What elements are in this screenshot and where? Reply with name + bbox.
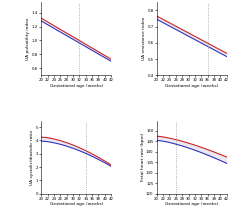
Y-axis label: UA resistance index: UA resistance index — [142, 17, 146, 60]
X-axis label: Gestational age (weeks): Gestational age (weeks) — [50, 84, 103, 88]
Y-axis label: UA pulsatility index: UA pulsatility index — [26, 17, 30, 60]
Y-axis label: Fetal heart rate (bpm): Fetal heart rate (bpm) — [141, 133, 145, 181]
X-axis label: Gestational age (weeks): Gestational age (weeks) — [165, 84, 218, 88]
X-axis label: Gestational age (weeks): Gestational age (weeks) — [50, 202, 103, 206]
Y-axis label: UA systolic/diastolic ratio: UA systolic/diastolic ratio — [30, 130, 34, 185]
X-axis label: Gestational age (weeks): Gestational age (weeks) — [165, 202, 218, 206]
